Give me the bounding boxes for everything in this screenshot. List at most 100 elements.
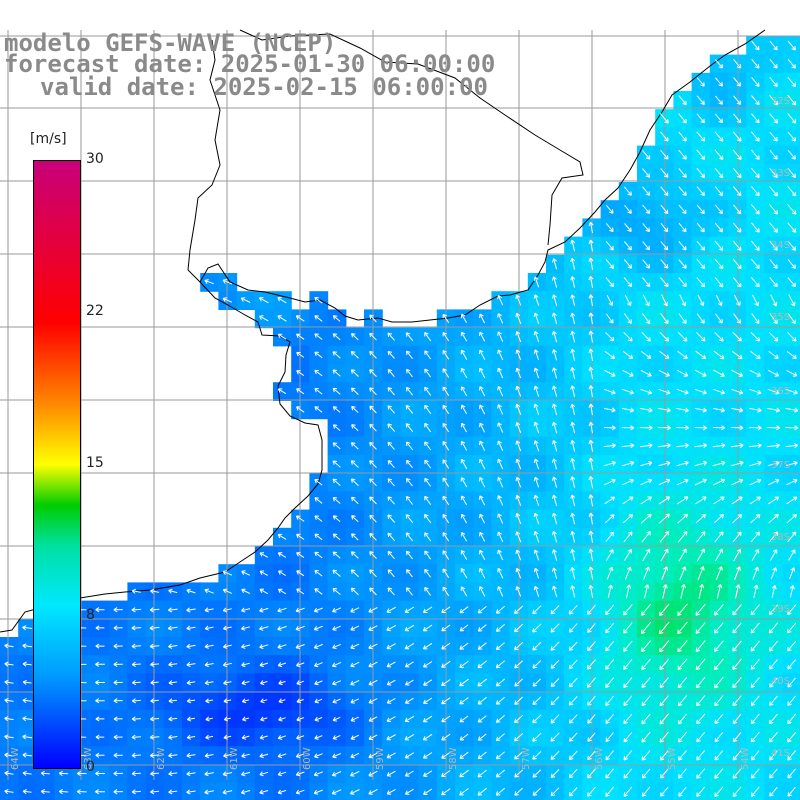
wind-arrow: [642, 259, 651, 269]
wind-arrow: [624, 548, 632, 562]
wind-arrow: [621, 407, 635, 413]
wind-arrow: [588, 566, 594, 580]
wind-arrow: [677, 658, 688, 671]
wind-arrow: [749, 425, 762, 431]
wind-arrow: [4, 679, 14, 685]
wind-arrow: [714, 695, 724, 707]
wind-arrow: [677, 603, 688, 616]
wind-arrow: [696, 768, 706, 779]
wind-arrow: [477, 696, 487, 705]
wind-arrow: [787, 677, 796, 688]
wind-arrow: [240, 789, 251, 795]
wind-arrow: [750, 350, 761, 359]
wind-arrow: [514, 623, 524, 633]
wind-arrow: [696, 713, 706, 725]
wind-arrow: [712, 425, 726, 431]
wind-arrow: [478, 567, 486, 579]
wind-arrow: [277, 789, 287, 795]
wind-arrow: [241, 771, 251, 777]
wind-arrow: [786, 513, 797, 524]
latitude-label: 35S: [771, 312, 790, 323]
wind-arrow: [767, 425, 781, 431]
wind-arrow: [694, 425, 707, 431]
wind-arrow: [168, 771, 178, 777]
wind-arrow: [785, 425, 799, 431]
wind-arrow: [787, 167, 796, 178]
wind-arrow: [767, 442, 780, 449]
wind-arrow: [460, 495, 468, 506]
wind-arrow: [515, 476, 522, 488]
wind-arrow: [552, 258, 558, 270]
wind-arrow: [713, 603, 724, 616]
wind-arrow: [643, 566, 650, 580]
wind-arrow: [277, 533, 287, 540]
colorbar-tick-15: 15: [86, 455, 104, 471]
wind-arrow: [570, 476, 576, 489]
wind-arrow: [588, 366, 594, 380]
wind-arrow: [424, 332, 432, 342]
wind-arrow: [241, 753, 250, 759]
wind-arrow: [623, 622, 633, 634]
wind-arrow: [732, 531, 742, 543]
wind-arrow: [387, 569, 395, 578]
wind-arrow: [514, 678, 523, 687]
wind-arrow: [459, 715, 469, 723]
wind-arrow: [623, 768, 633, 779]
wind-arrow: [205, 698, 214, 704]
wind-arrow: [660, 149, 669, 160]
wind-arrow: [677, 713, 688, 725]
wind-arrow: [659, 603, 670, 616]
latitude-label: 39S: [771, 604, 790, 615]
wind-arrow: [605, 549, 614, 561]
wind-arrow: [295, 789, 305, 795]
wind-arrow: [787, 604, 797, 616]
wind-arrow: [460, 477, 468, 488]
wind-arrow: [715, 313, 723, 324]
wind-arrow: [623, 604, 633, 616]
wind-arrow: [369, 587, 377, 596]
wind-arrow: [588, 348, 594, 361]
wind-arrow: [441, 660, 451, 668]
wind-arrow: [714, 131, 724, 142]
wind-arrow: [676, 407, 689, 413]
wind-arrow: [676, 496, 689, 505]
wind-arrow: [497, 349, 504, 361]
wind-arrow: [588, 584, 594, 598]
wind-arrow: [640, 496, 652, 505]
wind-arrow: [570, 585, 576, 598]
wind-arrow: [95, 607, 105, 613]
wind-arrow: [770, 294, 778, 307]
wind-arrow: [368, 734, 378, 741]
wind-arrow: [515, 367, 522, 379]
wind-arrow: [422, 606, 433, 613]
wind-arrow: [405, 514, 414, 524]
colorbar-tick-22: 22: [86, 303, 104, 319]
latitude-label: 32S: [771, 96, 790, 107]
wind-arrow: [422, 733, 433, 741]
wind-arrow: [332, 569, 341, 577]
latitude-label: 33S: [771, 168, 790, 179]
wind-arrow: [660, 259, 669, 269]
wind-arrow: [604, 407, 616, 413]
wind-arrow: [478, 458, 486, 470]
wind-arrow: [533, 440, 540, 452]
wind-arrow: [314, 515, 323, 522]
wind-arrow: [587, 623, 596, 633]
wind-arrow: [168, 680, 177, 686]
wind-arrow: [733, 113, 742, 124]
wind-arrow: [22, 697, 32, 704]
wind-arrow: [387, 496, 395, 505]
wind-arrow: [733, 77, 742, 87]
wind-arrow: [605, 622, 615, 634]
wind-arrow: [514, 787, 523, 796]
wind-arrow: [386, 679, 396, 686]
wind-arrow: [587, 714, 596, 724]
wind-arrow: [386, 734, 396, 741]
wind-arrow: [550, 714, 560, 724]
wind-arrow: [204, 753, 214, 759]
wind-arrow: [678, 548, 687, 562]
wind-arrow: [186, 734, 196, 740]
wind-arrow: [442, 459, 450, 469]
wind-arrow: [313, 625, 323, 631]
